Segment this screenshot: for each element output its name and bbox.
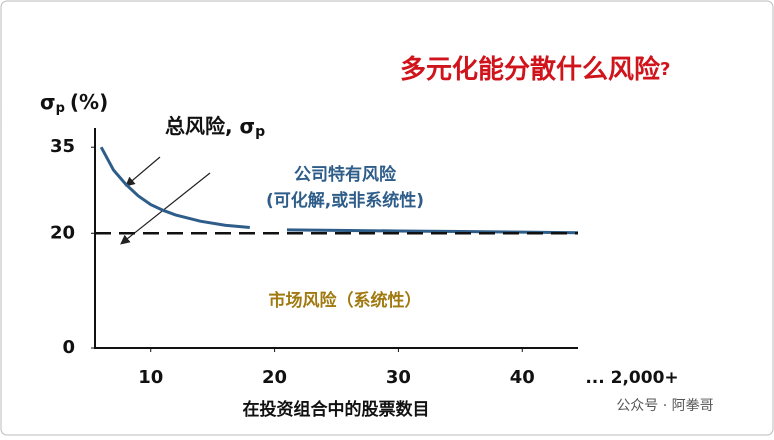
y-label-sub: p [56,101,65,116]
arrow [125,156,161,187]
total-risk-label: 总风险, σp [165,114,265,141]
slide-title: 多元化能分散什么风险? [400,54,670,85]
firm-risk-note: (可化解,或非系统性) [266,190,424,211]
y-label-symbol: σ [40,90,56,114]
x-axis-label: 在投资组合中的股票数目 [243,399,430,420]
y-tick-label: 35 [50,136,75,157]
x-tick-label: 20 [262,367,287,388]
watermark: 公众号 · 阿拳哥 [616,398,713,414]
y-label-unit: (%) [70,90,108,114]
total-sub: p [255,124,265,140]
total-text: 总风险, σ [165,114,255,138]
firm-risk-label: 公司特有风险 [294,164,397,185]
arrow [120,172,211,245]
title-text: 多元化能分散什么风险 [400,54,661,85]
y-tick-label: 20 [50,222,75,243]
y-axis-label: σp (%) [40,90,108,116]
x-tick-label: 10 [138,367,163,388]
x-tick-label: 30 [386,367,411,388]
title-mark: ? [660,59,670,80]
market-risk-label: 市场风险（系统性） [269,290,422,311]
y-tick-label: 0 [62,337,75,358]
x-extra-label: ... 2,000+ [585,368,678,388]
x-tick-label: 40 [510,367,535,388]
